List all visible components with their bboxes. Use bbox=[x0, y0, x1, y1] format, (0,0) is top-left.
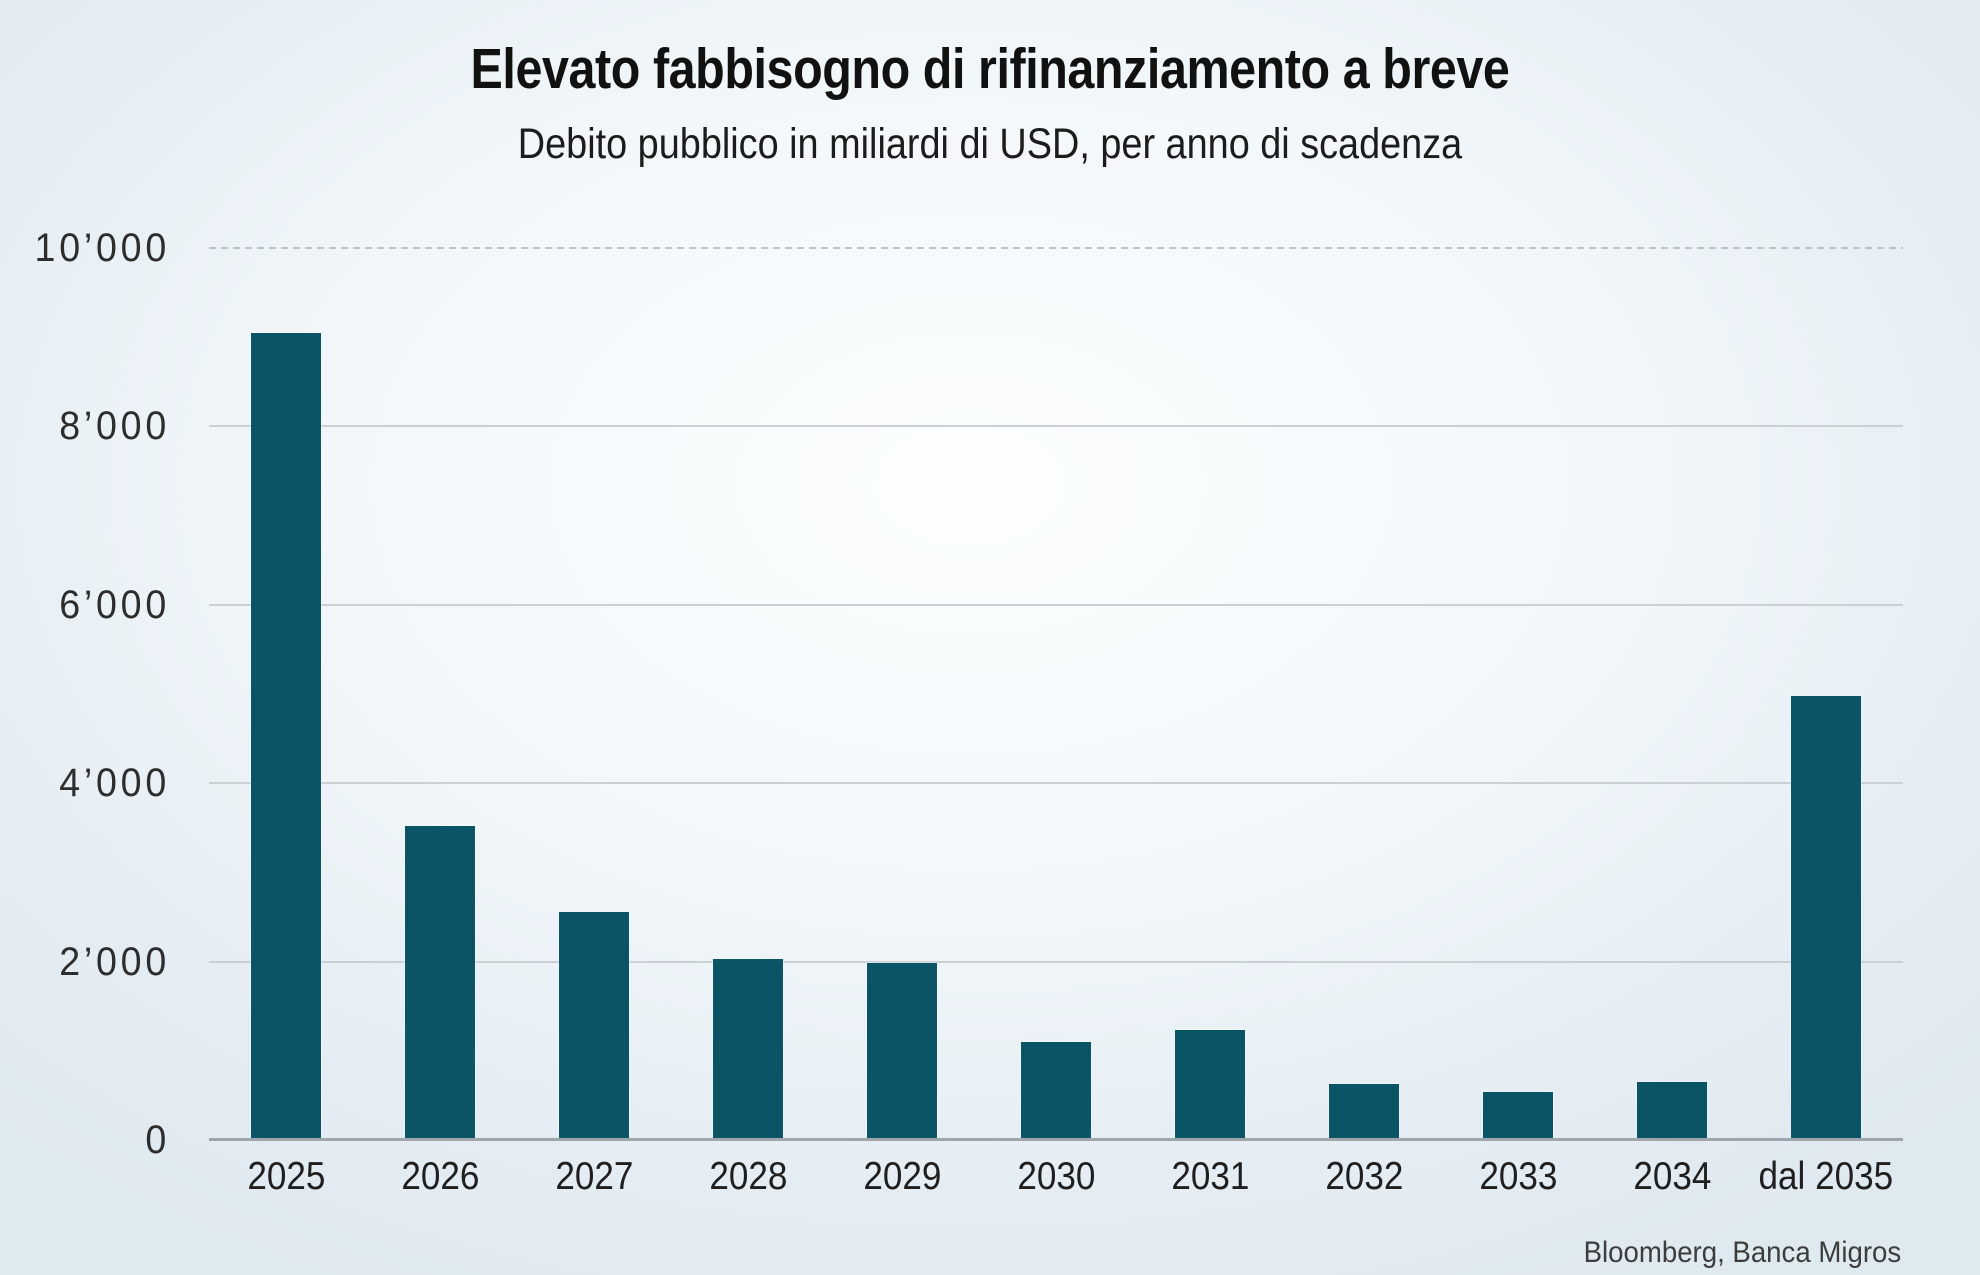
y-tick-label-6000: 6’000 bbox=[59, 582, 171, 627]
y-axis: 10’000 8’000 6’000 4’000 2’000 0 bbox=[0, 226, 171, 1162]
bar-2033 bbox=[1483, 1092, 1553, 1140]
x-tick-cell-2033: 2033 bbox=[1441, 1152, 1595, 1202]
y-tick-label-4000: 4’000 bbox=[59, 761, 171, 806]
x-tick-cell-2025: 2025 bbox=[209, 1152, 363, 1202]
bar-2028 bbox=[713, 959, 783, 1140]
bar-2029 bbox=[867, 963, 937, 1140]
plot-area bbox=[209, 247, 1903, 1141]
x-tick-cell-2028: 2028 bbox=[671, 1152, 825, 1202]
x-tick-cell-2027: 2027 bbox=[517, 1152, 671, 1202]
x-tick-label-2032: 2032 bbox=[1324, 1155, 1404, 1198]
bar-cell-dal 2035 bbox=[1749, 248, 1903, 1140]
x-tick-label-2027: 2027 bbox=[554, 1155, 634, 1198]
bar-2034 bbox=[1637, 1082, 1707, 1140]
x-tick-label-2028: 2028 bbox=[708, 1155, 788, 1198]
bar-2032 bbox=[1329, 1084, 1399, 1140]
x-tick-label-2030: 2030 bbox=[1016, 1155, 1096, 1198]
x-tick-cell-2032: 2032 bbox=[1287, 1152, 1441, 1202]
bar-dal 2035 bbox=[1791, 696, 1861, 1140]
bar-2025 bbox=[251, 333, 321, 1140]
x-tick-label-2031: 2031 bbox=[1170, 1155, 1250, 1198]
bar-2030 bbox=[1021, 1042, 1091, 1140]
bar-cell-2033 bbox=[1441, 248, 1595, 1140]
chart-subtitle: Debito pubblico in miliardi di USD, per … bbox=[517, 120, 1463, 168]
gridline-2000 bbox=[209, 960, 1903, 963]
gridline-8000 bbox=[209, 425, 1903, 428]
bar-2027 bbox=[559, 912, 629, 1140]
y-tick-label-10000: 10’000 bbox=[34, 226, 171, 270]
x-tick-label-2026: 2026 bbox=[400, 1155, 480, 1198]
x-tick-cell-2031: 2031 bbox=[1133, 1152, 1287, 1202]
x-tick-cell-2030: 2030 bbox=[979, 1152, 1133, 1202]
source-note: Bloomberg, Banca Migros bbox=[1583, 1236, 1901, 1269]
y-tick-label-8000: 8’000 bbox=[59, 404, 171, 449]
x-tick-cell-2034: 2034 bbox=[1595, 1152, 1749, 1202]
y-tick-label-0: 0 bbox=[145, 1118, 170, 1162]
x-tick-cell-dal 2035: dal 2035 bbox=[1749, 1152, 1903, 1202]
bars-row bbox=[209, 248, 1903, 1140]
x-tick-label-2025: 2025 bbox=[246, 1155, 326, 1198]
bar-cell-2028 bbox=[671, 248, 825, 1140]
y-tick-label-2000: 2’000 bbox=[59, 939, 171, 984]
x-axis: 2025 2026 2027 2028 2029 2030 2031 2032 2033 2034… bbox=[209, 1152, 1903, 1202]
bar-cell-2030 bbox=[979, 248, 1133, 1140]
gridline-4000 bbox=[209, 782, 1903, 785]
x-tick-label-dal 2035: dal 2035 bbox=[1758, 1155, 1894, 1198]
bar-2031 bbox=[1175, 1030, 1245, 1140]
gridline-6000 bbox=[209, 603, 1903, 606]
gridline-10000 bbox=[209, 247, 1903, 249]
bar-cell-2031 bbox=[1133, 248, 1287, 1140]
chart-title: Elevato fabbisogno di rifinanziamento a … bbox=[470, 37, 1510, 101]
bar-cell-2029 bbox=[825, 248, 979, 1140]
bar-cell-2025 bbox=[209, 248, 363, 1140]
bar-cell-2032 bbox=[1287, 248, 1441, 1140]
bar-cell-2026 bbox=[363, 248, 517, 1140]
x-tick-label-2034: 2034 bbox=[1632, 1155, 1712, 1198]
x-tick-cell-2026: 2026 bbox=[363, 1152, 517, 1202]
bar-cell-2034 bbox=[1595, 248, 1749, 1140]
bar-2026 bbox=[405, 826, 475, 1140]
x-tick-cell-2029: 2029 bbox=[825, 1152, 979, 1202]
x-tick-label-2029: 2029 bbox=[862, 1155, 942, 1198]
x-tick-label-2033: 2033 bbox=[1478, 1155, 1558, 1198]
bar-cell-2027 bbox=[517, 248, 671, 1140]
x-axis-baseline bbox=[209, 1138, 1903, 1141]
